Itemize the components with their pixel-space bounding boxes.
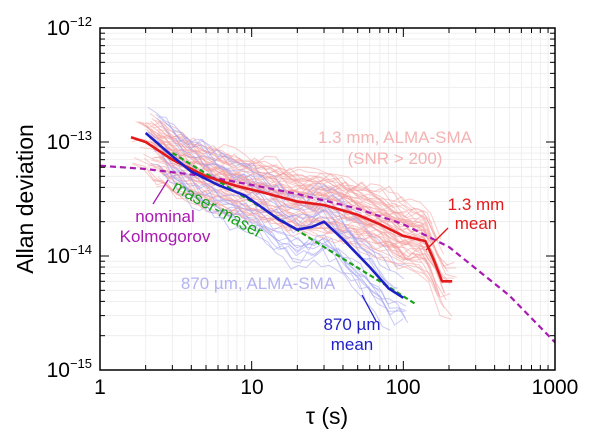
- y-tick-exponent: −14: [70, 242, 92, 257]
- main-series-lines: [100, 132, 555, 344]
- annotation-13mm-mean-line1: 1.3 mm: [448, 195, 505, 214]
- background-series-line: [157, 117, 376, 258]
- background-series-line: [153, 178, 424, 261]
- x-tick-label: 1000: [532, 376, 579, 399]
- background-series-line: [161, 170, 404, 326]
- annotation-bg-13mm-line1: 1.3 mm, ALMA-SMA: [318, 128, 473, 147]
- y-tick-exponent: −12: [70, 14, 92, 29]
- y-tick-label: 10−12: [47, 14, 92, 40]
- background-series-line: [156, 134, 421, 228]
- background-series-line: [131, 162, 431, 283]
- background-series-line: [157, 130, 445, 255]
- y-tick-base: 10: [47, 17, 70, 40]
- x-tick-label: 1: [94, 376, 106, 399]
- annotation-bg-13mm-line2: (SNR > 200): [348, 149, 443, 168]
- y-tick-label: 10−13: [47, 128, 92, 154]
- background-series-line: [158, 116, 363, 214]
- plot-frame: [99, 27, 556, 371]
- y-tick-exponent: −13: [70, 128, 92, 143]
- x-axis-title: τ (s): [306, 403, 348, 429]
- background-series-line: [175, 151, 397, 289]
- y-tick-exponent: −15: [70, 356, 92, 371]
- y-tick-base: 10: [47, 131, 70, 154]
- annotation-870-mean-line1: 870 µm: [323, 315, 380, 334]
- background-series-line: [151, 117, 442, 240]
- background-series-line: [159, 139, 424, 220]
- background-series-line: [158, 167, 445, 308]
- background-series-line: [175, 138, 405, 280]
- y-tick-label: 10−15: [47, 356, 92, 382]
- background-series-line: [176, 191, 391, 331]
- annotation-870-mean-line2: mean: [331, 335, 374, 354]
- annotation-13mm-mean-line2: mean: [455, 214, 498, 233]
- annotation-leader-kolmogorov: [152, 179, 169, 205]
- background-series-line: [172, 176, 389, 312]
- axis-ticks: [99, 28, 555, 371]
- annotation-kolmogorov-line1: nominal: [135, 207, 195, 226]
- annotation-bg-870: 870 µm, ALMA-SMA: [181, 274, 336, 293]
- annotation-leader-870-mean: [361, 294, 377, 322]
- y-axis-title: Allan deviation: [12, 124, 38, 274]
- background-series-line: [158, 151, 381, 293]
- y-tick-base: 10: [47, 245, 70, 268]
- series-line-870-m-mean: [144, 132, 405, 299]
- y-tick-base: 10: [47, 359, 70, 382]
- y-tick-label: 10−14: [47, 242, 92, 268]
- annotation-kolmogorov-line2: Kolmogorov: [120, 227, 211, 246]
- background-series-line: [171, 174, 405, 312]
- x-tick-label: 100: [385, 376, 420, 399]
- series-line-nominal-kolmogorov: [100, 164, 555, 344]
- background-series-line: [165, 123, 361, 225]
- background-series-line: [155, 129, 407, 206]
- annotation-leader-13mm-mean: [425, 227, 449, 251]
- background-series-line: [154, 119, 439, 242]
- background-series-line: [155, 114, 406, 267]
- x-tick-label: 10: [240, 376, 263, 399]
